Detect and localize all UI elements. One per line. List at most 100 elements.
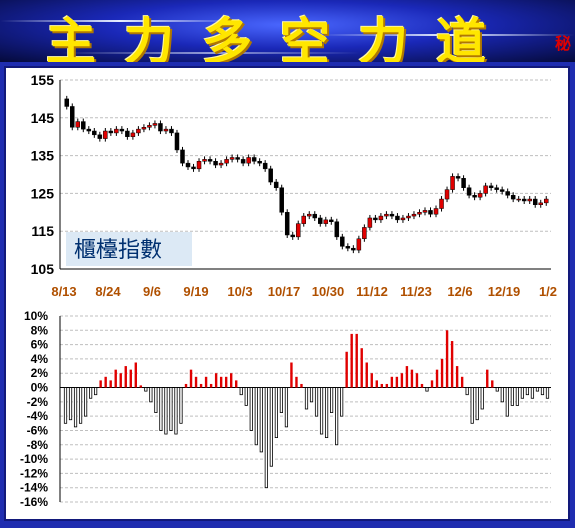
oscillator-bar <box>209 383 213 388</box>
candle-body <box>334 221 340 238</box>
candle-body <box>527 198 532 202</box>
candle-body <box>472 195 477 198</box>
date-axis-label: 9/6 <box>143 284 161 299</box>
oscillator-bar <box>244 387 248 406</box>
candle-body <box>417 212 422 215</box>
oscillator-bar <box>109 380 112 388</box>
oscillator-bar <box>124 366 127 388</box>
oscillator-bar <box>249 387 253 431</box>
candle-body <box>400 217 406 221</box>
oscillator-bar <box>510 387 514 406</box>
candle-body <box>108 130 114 134</box>
oscillator-axis-tick-label: -8% <box>27 438 49 452</box>
candle-body <box>483 185 488 194</box>
candle-body <box>543 198 549 204</box>
candle-body <box>251 157 257 162</box>
oscillator-bar <box>319 387 324 435</box>
price-axis-tick-label: 135 <box>31 148 55 164</box>
price-axis-tick-label: 115 <box>31 223 54 239</box>
date-axis-label: 11/23 <box>400 284 432 299</box>
oscillator-bar <box>450 341 454 388</box>
price-axis-tick-label: 145 <box>31 110 55 126</box>
date-axis-label: 10/3 <box>227 284 252 299</box>
oscillator-bar <box>134 362 137 388</box>
oscillator-bar <box>324 387 329 439</box>
oscillator-axis-tick-label: -4% <box>27 409 49 423</box>
candle-body <box>428 210 433 215</box>
candle-body <box>257 161 262 164</box>
candle-body <box>191 166 196 170</box>
candle-body <box>494 187 499 190</box>
candle-body <box>279 187 284 213</box>
candle-body <box>367 217 373 228</box>
candle-body <box>246 157 251 164</box>
candle-body <box>477 193 483 198</box>
candle-body <box>516 198 521 201</box>
candle-body <box>340 236 345 247</box>
candle-body <box>97 134 103 139</box>
candle-body <box>103 130 108 139</box>
candle-body <box>323 219 329 224</box>
oscillator-bar <box>129 369 132 388</box>
price-axis-tick-label: 125 <box>31 185 55 201</box>
oscillator-bar <box>465 387 469 396</box>
candle-body <box>406 215 411 219</box>
candle-body <box>538 202 543 205</box>
oscillator-axis-tick-label: -14% <box>20 481 48 495</box>
candle-body <box>532 198 538 205</box>
oscillator-bar <box>375 380 378 388</box>
candle-body <box>499 189 505 192</box>
oscillator-bar <box>355 333 358 388</box>
banner-mark: 秘 <box>554 34 571 53</box>
oscillator-bar <box>149 387 153 403</box>
candle-body <box>240 159 246 164</box>
candle-body <box>422 210 428 213</box>
candle-body <box>169 128 174 134</box>
oscillator-bar <box>269 387 273 467</box>
oscillator-axis-tick-label: 6% <box>31 338 49 352</box>
oscillator-bar <box>486 369 489 388</box>
candle-body <box>81 121 86 130</box>
oscillator-bar <box>254 387 258 446</box>
oscillator-bar <box>405 366 409 388</box>
candle-body <box>488 185 494 188</box>
oscillator-bar <box>390 376 394 388</box>
oscillator-bar <box>475 387 479 421</box>
oscillator-bar <box>164 387 168 435</box>
oscillator-bar <box>430 380 434 388</box>
candle-body <box>196 161 202 170</box>
oscillator-bar <box>139 385 143 388</box>
oscillator-bar <box>229 373 233 388</box>
price-axis-tick-label: 155 <box>31 72 55 88</box>
candle-body <box>268 168 273 183</box>
date-axis-label: 1/2 <box>539 284 557 299</box>
oscillator-bar <box>440 358 444 388</box>
oscillator-bar <box>63 387 68 424</box>
oscillator-bar <box>144 387 148 392</box>
oscillator-bar <box>545 387 550 399</box>
candle-body <box>329 219 334 223</box>
oscillator-axis-tick-label: -12% <box>20 466 48 480</box>
oscillator-bar <box>290 362 293 388</box>
oscillator-bar <box>520 387 524 399</box>
candle-body <box>207 159 213 162</box>
oscillator-bar <box>395 376 399 388</box>
oscillator-bar <box>159 387 163 431</box>
oscillator-bar <box>380 383 384 388</box>
oscillator-bar <box>68 387 73 421</box>
oscillator-bar <box>535 387 540 392</box>
oscillator-bar <box>515 387 519 406</box>
oscillator-axis-tick-label: 0% <box>31 381 49 395</box>
oscillator-bar <box>94 387 98 396</box>
oscillator-bar <box>214 373 218 388</box>
banner-title: 主力多空力道 <box>46 13 514 62</box>
oscillator-axis-tick-label: -10% <box>20 452 48 466</box>
candle-body <box>433 208 439 215</box>
candle-body <box>290 234 295 238</box>
index-badge: 櫃檯指數 <box>74 238 162 263</box>
oscillator-bar <box>425 387 429 392</box>
candle-body <box>64 98 70 107</box>
candle-body <box>136 128 141 134</box>
oscillator-bar <box>284 387 289 428</box>
oscillator-bar <box>239 387 243 396</box>
